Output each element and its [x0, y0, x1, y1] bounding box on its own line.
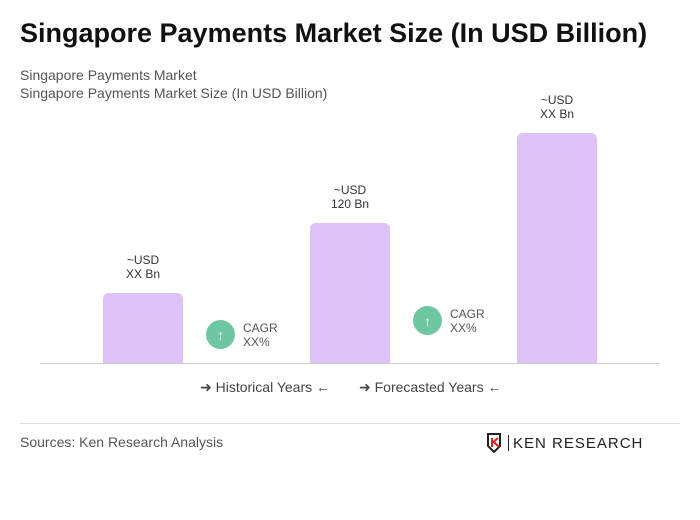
- legend-historical-label: Historical Years: [215, 379, 313, 395]
- cagr-value: XX%: [450, 320, 477, 335]
- page-title: Singapore Payments Market Size (In USD B…: [20, 18, 648, 48]
- bar-data-label: ~USD 120 Bn: [290, 183, 410, 211]
- cagr-label: CAGR: [450, 306, 485, 321]
- bar-label-line: ~USD: [126, 253, 160, 267]
- sources-text: Sources: Ken Research Analysis: [20, 434, 224, 450]
- chart-subtitle-2: Singapore Payments Market Size (In USD B…: [20, 85, 328, 101]
- legend-forecasted: ➜ Forecasted Years ←: [359, 379, 501, 396]
- ken-logo-icon: [487, 433, 501, 453]
- arrow-left-icon: ←: [316, 379, 331, 395]
- arrow-right-icon: ➜: [200, 379, 212, 395]
- bar-label-line: ~USD: [540, 93, 574, 108]
- bar-label-line: 120 Bn: [330, 197, 370, 211]
- cagr-badge-1: ↑ CAGR XX%: [206, 320, 278, 349]
- bar-data-label: ~USD XX Bn: [497, 93, 617, 121]
- chart-subtitle: Singapore Payments Market: [20, 67, 197, 83]
- cagr-value: XX%: [243, 334, 270, 349]
- arrow-up-icon: ↑: [206, 320, 235, 349]
- legend-historical: ➜ Historical Years ←: [200, 379, 330, 396]
- x-axis-line: [40, 363, 660, 364]
- arrow-left-icon: ←: [487, 379, 502, 395]
- cagr-badge-2: ↑ CAGR XX%: [413, 306, 485, 335]
- bar-label-line: XX Bn: [125, 267, 161, 281]
- footer-divider: [20, 423, 680, 424]
- arrow-right-icon: ➜: [359, 379, 371, 395]
- legend-forecasted-label: Forecasted Years: [374, 379, 484, 395]
- cagr-label: CAGR: [243, 320, 278, 335]
- bar-data-label: ~USD XX Bn: [83, 253, 203, 281]
- ken-research-logo: KEN RESEARCH: [486, 433, 643, 453]
- bar: [517, 133, 597, 363]
- bar-label-line: XX Bn: [539, 107, 575, 122]
- bar: [310, 223, 390, 363]
- arrow-up-icon: ↑: [413, 306, 442, 335]
- bar: [103, 293, 183, 363]
- bar-label-line: ~USD: [333, 183, 367, 197]
